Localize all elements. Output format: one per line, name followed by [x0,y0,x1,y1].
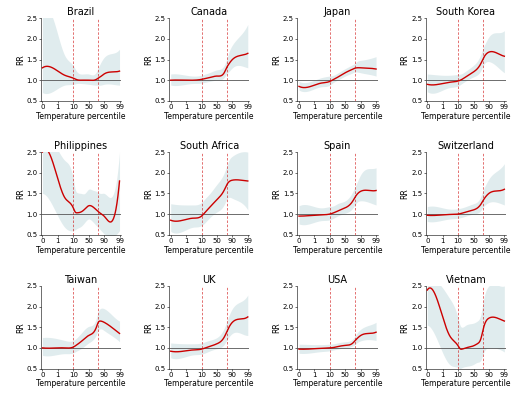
Y-axis label: RR: RR [272,322,282,333]
Y-axis label: RR: RR [401,54,410,65]
Y-axis label: RR: RR [401,188,410,199]
Title: Japan: Japan [324,7,351,17]
X-axis label: Temperature percentile: Temperature percentile [36,245,126,255]
Y-axis label: RR: RR [144,54,153,65]
Y-axis label: RR: RR [16,54,25,65]
Y-axis label: RR: RR [16,322,25,333]
Y-axis label: RR: RR [16,188,25,199]
X-axis label: Temperature percentile: Temperature percentile [165,112,254,121]
Title: Brazil: Brazil [67,7,95,17]
Title: Spain: Spain [324,141,351,151]
Title: Vietnam: Vietnam [446,275,486,285]
X-axis label: Temperature percentile: Temperature percentile [165,379,254,388]
X-axis label: Temperature percentile: Temperature percentile [36,112,126,121]
Title: Philippines: Philippines [54,141,107,151]
X-axis label: Temperature percentile: Temperature percentile [421,379,510,388]
Y-axis label: RR: RR [144,188,153,199]
Title: South Korea: South Korea [436,7,495,17]
Y-axis label: RR: RR [272,188,282,199]
X-axis label: Temperature percentile: Temperature percentile [421,112,510,121]
Title: Switzerland: Switzerland [437,141,494,151]
Title: Canada: Canada [191,7,228,17]
X-axis label: Temperature percentile: Temperature percentile [421,245,510,255]
X-axis label: Temperature percentile: Temperature percentile [293,112,382,121]
Title: South Africa: South Africa [180,141,239,151]
Title: USA: USA [328,275,347,285]
X-axis label: Temperature percentile: Temperature percentile [36,379,126,388]
Y-axis label: RR: RR [272,54,282,65]
Title: UK: UK [202,275,216,285]
X-axis label: Temperature percentile: Temperature percentile [165,245,254,255]
Title: Taiwan: Taiwan [64,275,98,285]
X-axis label: Temperature percentile: Temperature percentile [293,245,382,255]
Y-axis label: RR: RR [401,322,410,333]
X-axis label: Temperature percentile: Temperature percentile [293,379,382,388]
Y-axis label: RR: RR [144,322,153,333]
